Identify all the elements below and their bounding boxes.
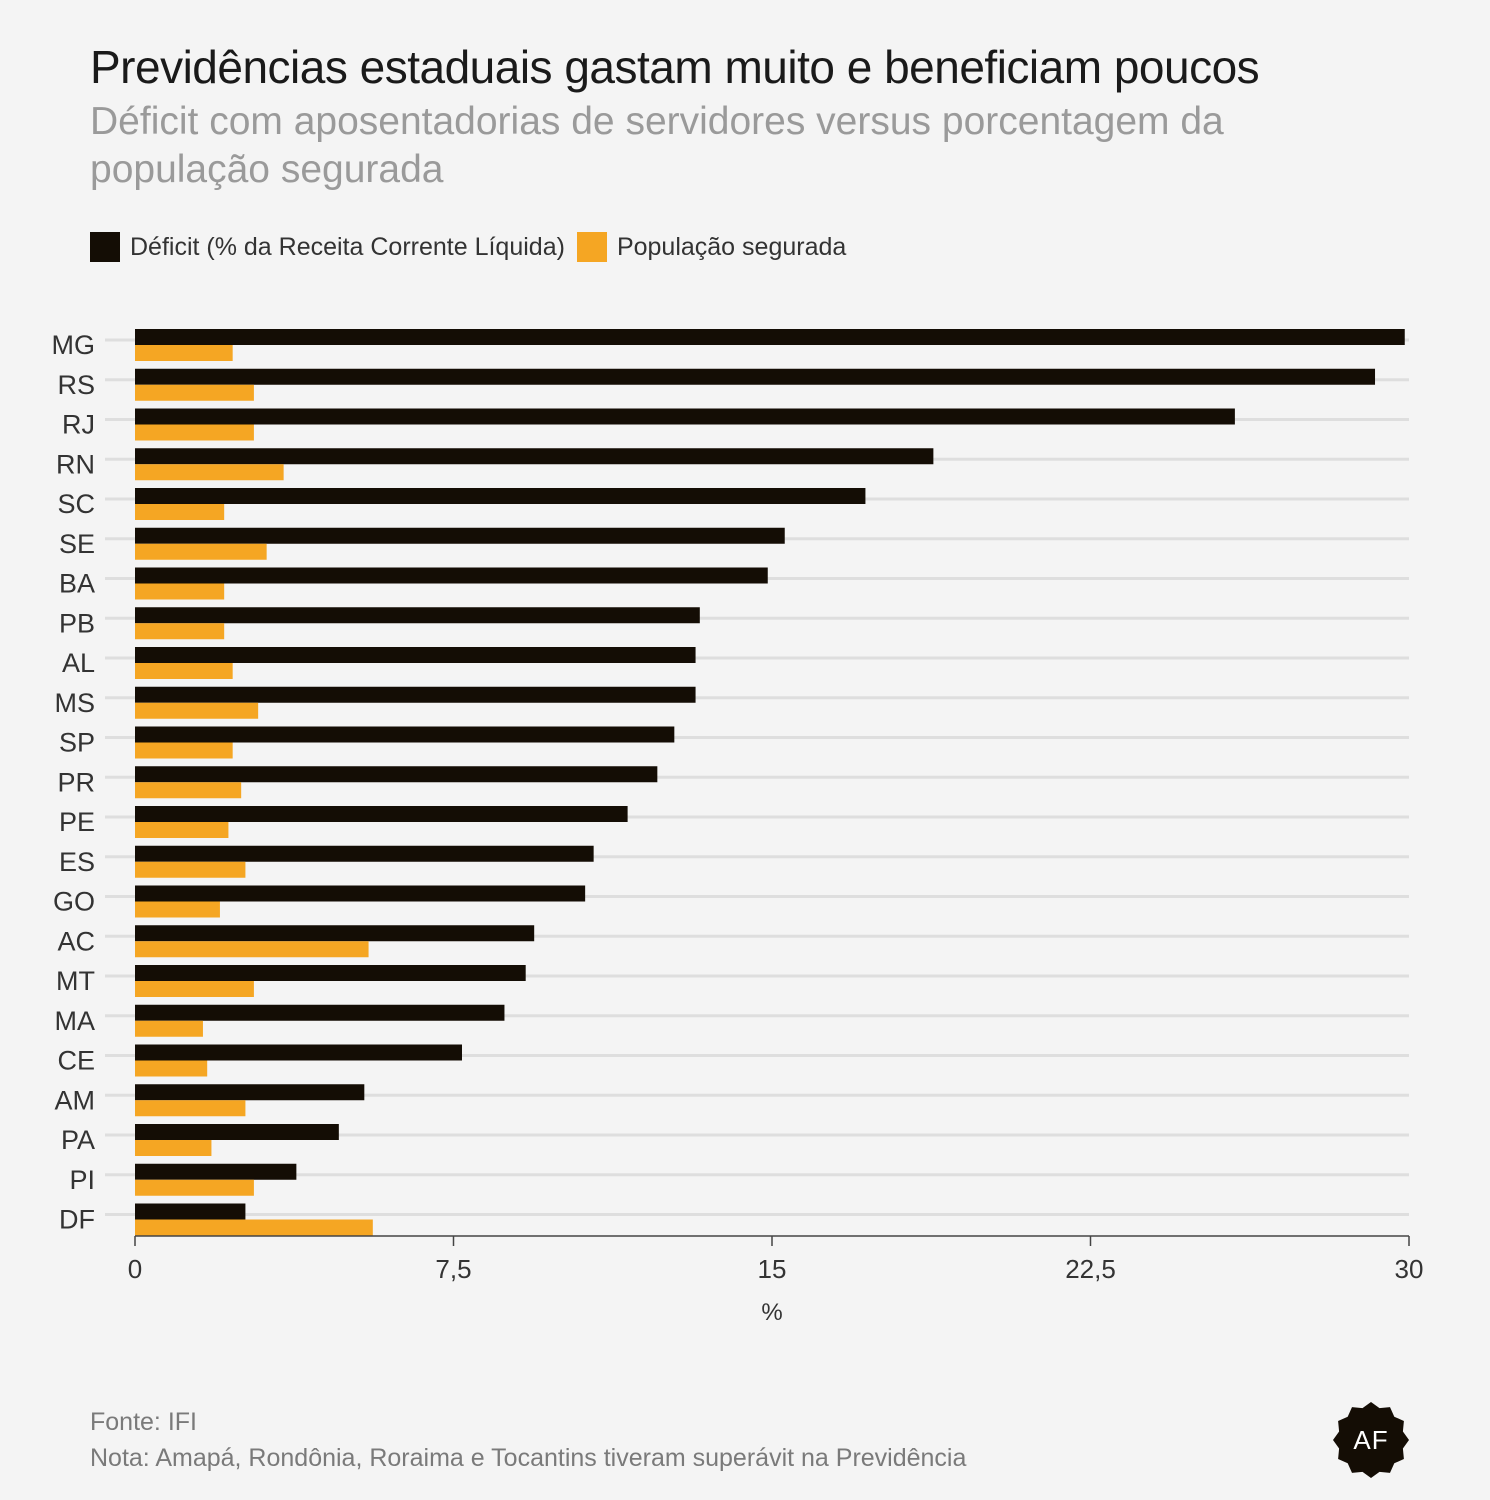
category-label-SP: SP	[59, 728, 95, 758]
legend-swatch-populacao	[576, 232, 607, 262]
legend-item-deficit: Déficit (% da Receita Corrente Líquida)	[90, 232, 565, 262]
bar-populacao-DF	[135, 1219, 373, 1236]
footnote: Nota: Amapá, Rondônia, Roraima e Tocanti…	[90, 1444, 967, 1472]
bar-populacao-MA	[135, 1020, 203, 1037]
bar-deficit-PR	[135, 766, 658, 783]
bar-populacao-SP	[135, 742, 233, 759]
bar-populacao-ES	[135, 861, 246, 878]
category-label-PI: PI	[69, 1165, 95, 1195]
bar-deficit-PI	[135, 1163, 297, 1180]
bar-populacao-PB	[135, 623, 225, 640]
x-tick-label-2: 15	[758, 1254, 787, 1284]
legend-item-populacao: População segurada	[576, 232, 847, 262]
bar-deficit-MG	[135, 329, 1405, 345]
bar-deficit-ES	[135, 845, 594, 862]
bar-deficit-AC	[135, 925, 535, 942]
legend-label-deficit: Déficit (% da Receita Corrente Líquida)	[130, 232, 565, 261]
category-label-SE: SE	[59, 529, 95, 559]
category-label-BA: BA	[59, 569, 95, 599]
category-label-SC: SC	[57, 489, 95, 519]
category-label-PA: PA	[61, 1125, 95, 1155]
category-label-AC: AC	[57, 926, 95, 956]
bar-deficit-MT	[135, 965, 526, 981]
logo-badge-icon	[1333, 1402, 1409, 1478]
bar-populacao-SC	[135, 504, 225, 520]
publisher-logo: AF	[1333, 1402, 1409, 1478]
bar-populacao-AC	[135, 941, 369, 958]
x-tick-label-3: 22,5	[1065, 1254, 1116, 1284]
legend: Déficit (% da Receita Corrente Líquida) …	[90, 232, 858, 262]
x-tick-label-1: 7,5	[435, 1254, 471, 1284]
bar-populacao-PR	[135, 782, 242, 799]
logo-text: AF	[1353, 1424, 1389, 1455]
bar-populacao-AM	[135, 1100, 246, 1117]
bar-populacao-PI	[135, 1179, 254, 1196]
bar-deficit-RS	[135, 368, 1376, 385]
category-label-ES: ES	[59, 847, 95, 877]
bar-deficit-CE	[135, 1044, 462, 1061]
chart-title: Previdências estaduais gastam muito e be…	[90, 41, 1260, 93]
category-label-MS: MS	[55, 688, 96, 718]
category-label-MT: MT	[56, 966, 95, 996]
category-label-DF: DF	[59, 1205, 95, 1235]
bar-populacao-CE	[135, 1060, 208, 1077]
source-note: Fonte: IFI	[90, 1408, 197, 1436]
bar-deficit-BA	[135, 567, 768, 584]
bar-deficit-GO	[135, 885, 586, 902]
category-label-MG: MG	[52, 330, 96, 360]
bar-populacao-MS	[135, 702, 259, 719]
bar-deficit-PE	[135, 806, 628, 822]
bar-deficit-MS	[135, 686, 696, 703]
bar-deficit-PB	[135, 607, 700, 624]
x-axis-label: %	[761, 1299, 782, 1326]
legend-label-populacao: População segurada	[616, 232, 847, 261]
bar-populacao-PA	[135, 1140, 212, 1156]
bar-populacao-RN	[135, 464, 284, 481]
bar-populacao-MT	[135, 981, 254, 997]
x-axis: 0 7,5 15 22,5 30%	[128, 1235, 1424, 1326]
chart-subtitle: Déficit com aposentadorias de servidores…	[90, 100, 1224, 191]
category-label-PE: PE	[59, 807, 95, 837]
category-label-RS: RS	[57, 370, 95, 400]
bar-populacao-AL	[135, 663, 233, 679]
footer: Fonte: IFI Nota: Amapá, Rondônia, Roraim…	[90, 1404, 966, 1476]
bar-layer	[135, 329, 1405, 1236]
bar-populacao-BA	[135, 583, 225, 600]
category-label-GO: GO	[53, 887, 95, 917]
category-label-RN: RN	[56, 449, 95, 479]
bar-populacao-PE	[135, 822, 229, 838]
label-layer: MG RS RJ RN SC SE BA PB AL MS SP PR PE ES GO AC MT MA CE AM…	[52, 330, 96, 1235]
bar-deficit-SP	[135, 726, 675, 743]
bar-populacao-MG	[135, 345, 233, 361]
x-tick-label-0: 0	[128, 1254, 142, 1284]
bar-deficit-MA	[135, 1004, 505, 1021]
category-label-CE: CE	[57, 1046, 95, 1076]
legend-swatch-deficit	[90, 232, 120, 262]
bar-deficit-SC	[135, 488, 866, 504]
bar-populacao-RS	[135, 384, 254, 401]
bar-chart: MG RS RJ RN SC SE BA PB AL MS SP PR PE ES GO AC MT MA CE AM…	[52, 329, 1424, 1326]
x-tick-label-4: 30	[1395, 1254, 1424, 1284]
bar-deficit-PA	[135, 1124, 339, 1140]
bar-deficit-RJ	[135, 408, 1235, 425]
bar-deficit-DF	[135, 1203, 246, 1220]
category-label-AL: AL	[62, 648, 95, 678]
category-label-AM: AM	[55, 1085, 96, 1115]
bar-deficit-SE	[135, 527, 785, 544]
category-label-PB: PB	[59, 608, 95, 638]
bar-populacao-SE	[135, 543, 267, 560]
category-label-PR: PR	[57, 767, 95, 797]
bar-deficit-AM	[135, 1084, 365, 1101]
bar-populacao-GO	[135, 901, 220, 918]
bar-populacao-RJ	[135, 424, 254, 441]
bar-deficit-AL	[135, 647, 696, 663]
category-label-RJ: RJ	[62, 410, 95, 440]
bar-deficit-RN	[135, 448, 934, 465]
category-label-MA: MA	[55, 1006, 96, 1036]
